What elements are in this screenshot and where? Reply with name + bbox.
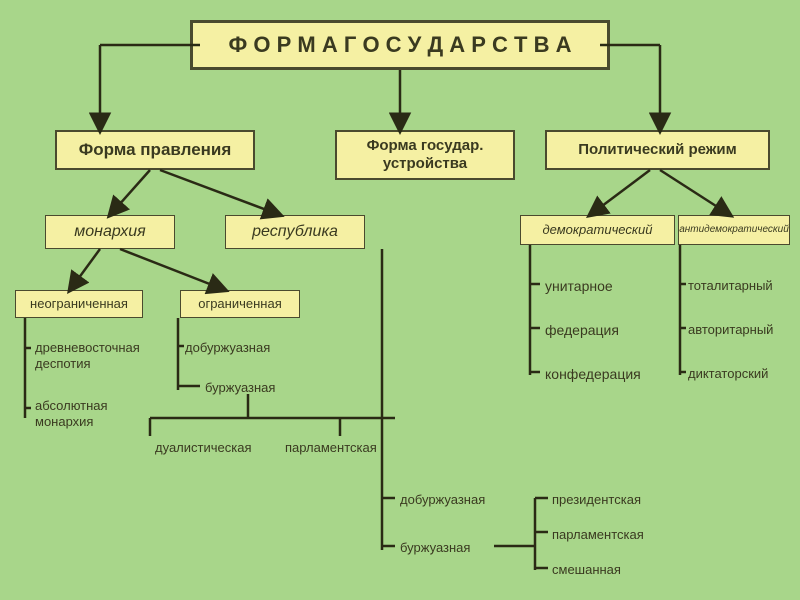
node-root: Ф О Р М А Г О С У Д А Р С Т В А <box>190 20 610 70</box>
label-dualistic: дуалистическая <box>155 440 251 456</box>
node-monarchy: монархия <box>45 215 175 249</box>
label-presidential: президентская <box>552 492 641 508</box>
node-unlimited: неограниченная <box>15 290 143 318</box>
node-struct: Форма государ. устройства <box>335 130 515 180</box>
label-unitary: унитарное <box>545 278 613 295</box>
label-preborg1: добуржуазная <box>185 340 270 356</box>
label-authoritarian: авторитарный <box>688 322 773 338</box>
node-antidemo: антидемократический <box>678 215 790 245</box>
label-bourgeois1: буржуазная <box>205 380 275 396</box>
label-parliamentary1: парламентская <box>285 440 377 456</box>
node-regime: Политический режим <box>545 130 770 170</box>
node-gov: Форма правления <box>55 130 255 170</box>
node-republic: республика <box>225 215 365 249</box>
label-dictatorial: диктаторский <box>688 366 768 382</box>
label-totalitarian: тоталитарный <box>688 278 773 294</box>
label-parliamentary2: парламентская <box>552 527 644 543</box>
label-despotism: древневосточная деспотия <box>35 340 140 371</box>
label-federation: федерация <box>545 322 619 339</box>
label-preborg2: добуржуазная <box>400 492 485 508</box>
label-bourgeois2: буржуазная <box>400 540 470 556</box>
label-mixed: смешанная <box>552 562 621 578</box>
node-democratic: демократический <box>520 215 675 245</box>
label-absolute: абсолютная монархия <box>35 398 108 429</box>
label-confederation: конфедерация <box>545 366 641 383</box>
node-limited: ограниченная <box>180 290 300 318</box>
